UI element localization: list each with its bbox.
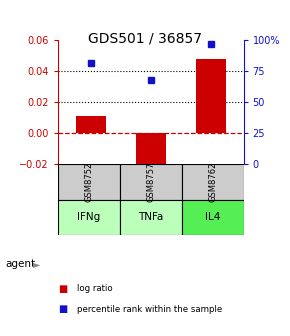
Bar [76,116,106,133]
Text: GDS501 / 36857: GDS501 / 36857 [88,32,202,46]
Bar [120,164,182,200]
Text: ■: ■ [58,304,67,314]
Bar [136,133,166,167]
Bar [58,164,120,200]
Text: IFNg: IFNg [77,212,101,222]
Bar [182,164,244,200]
Text: GSM8762: GSM8762 [208,162,217,202]
Bar [196,59,226,133]
Text: GSM8757: GSM8757 [146,162,155,202]
Text: ►: ► [33,259,41,269]
Text: GSM8752: GSM8752 [84,162,93,202]
Text: IL4: IL4 [205,212,220,222]
Text: TNFa: TNFa [138,212,164,222]
Bar [120,200,182,235]
Bar [58,200,120,235]
Bar [182,200,244,235]
Text: ■: ■ [58,284,67,294]
Text: agent: agent [6,259,36,269]
Text: percentile rank within the sample: percentile rank within the sample [77,305,222,313]
Text: log ratio: log ratio [77,285,113,293]
